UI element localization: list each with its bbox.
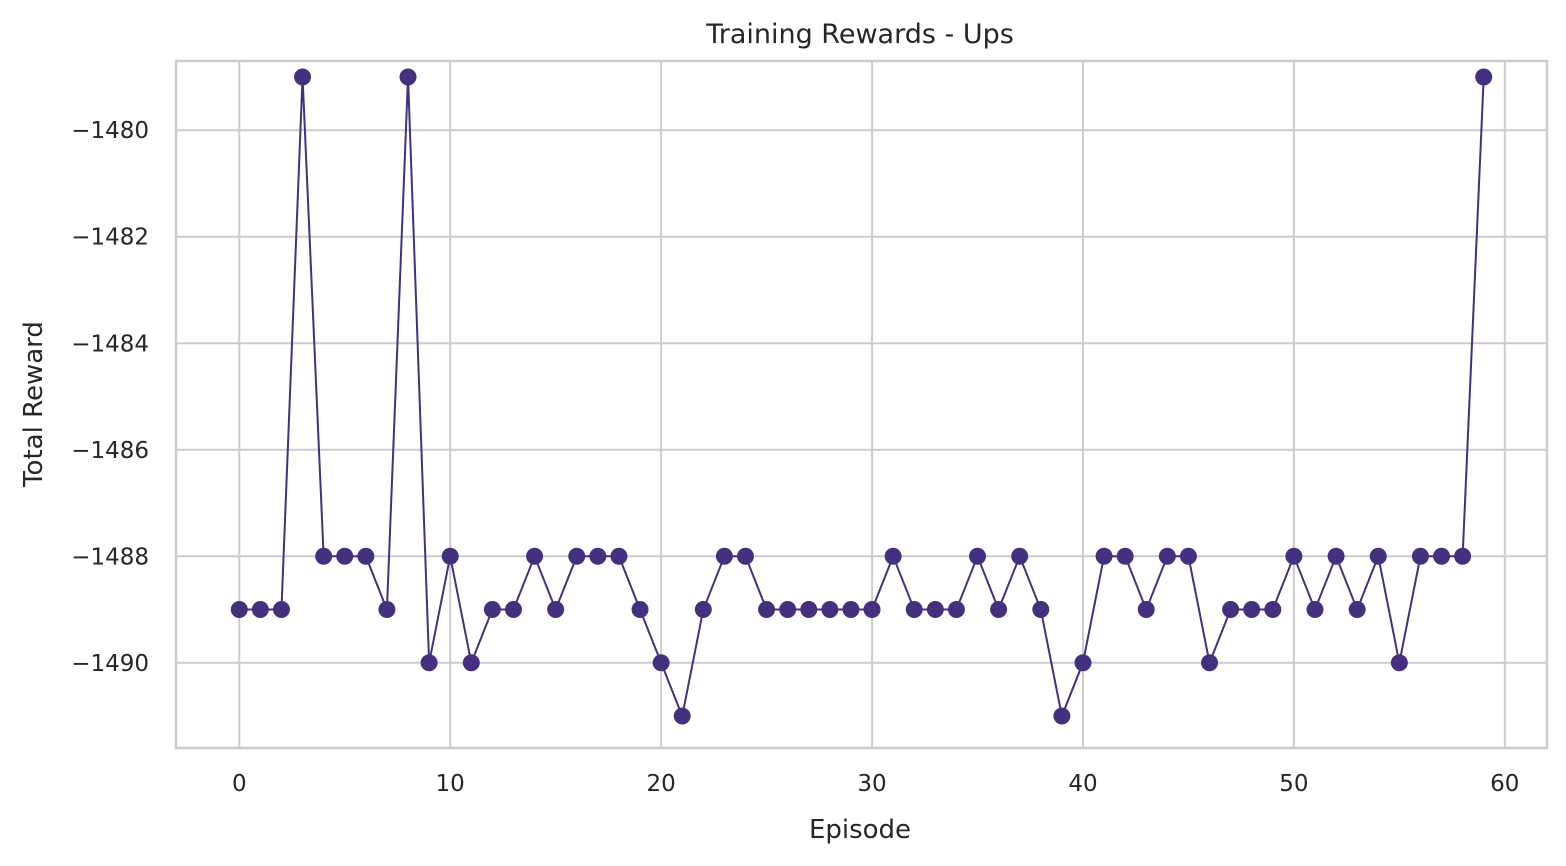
data-point (1243, 601, 1261, 619)
data-point (357, 547, 375, 565)
y-tick-label: −1484 (71, 331, 149, 357)
data-point (547, 601, 565, 619)
data-point (526, 547, 544, 565)
y-tick-label: −1490 (71, 651, 149, 677)
data-point (441, 547, 459, 565)
data-point (1179, 547, 1197, 565)
data-point (821, 601, 839, 619)
data-point (1327, 547, 1345, 565)
data-point (715, 547, 733, 565)
x-tick-label: 50 (1279, 771, 1308, 797)
x-tick-label: 20 (646, 771, 675, 797)
data-point (294, 68, 312, 86)
data-point (483, 601, 501, 619)
data-point (420, 654, 438, 672)
data-point (1053, 707, 1071, 725)
data-point (1137, 601, 1155, 619)
data-point (399, 68, 417, 86)
data-point (1390, 654, 1408, 672)
data-point (610, 547, 628, 565)
y-axis-label: Total Reward (19, 321, 49, 488)
data-point (272, 601, 290, 619)
data-point (758, 601, 776, 619)
data-point (315, 547, 333, 565)
y-tick-label: −1486 (71, 438, 149, 464)
data-point (905, 601, 923, 619)
data-point (947, 601, 965, 619)
chart-title: Training Rewards - Ups (705, 19, 1014, 50)
data-point (842, 601, 860, 619)
data-point (736, 547, 754, 565)
data-point (1264, 601, 1282, 619)
data-point (504, 601, 522, 619)
series-line (239, 76, 1485, 720)
data-point (462, 654, 480, 672)
data-point (884, 547, 902, 565)
data-point (568, 547, 586, 565)
x-tick-label: 10 (436, 771, 465, 797)
data-point (1369, 547, 1387, 565)
plot-frame (174, 59, 1549, 750)
y-tick-label: −1488 (71, 544, 149, 570)
data-point (1306, 601, 1324, 619)
y-tick-label: −1480 (71, 118, 149, 144)
data-point (673, 707, 691, 725)
data-point (926, 601, 944, 619)
data-point (336, 547, 354, 565)
x-axis-label: Episode (809, 815, 911, 845)
data-point (1095, 547, 1113, 565)
data-point (800, 601, 818, 619)
data-point (652, 654, 670, 672)
data-point (1222, 601, 1240, 619)
data-point (1411, 547, 1429, 565)
data-point (1454, 547, 1472, 565)
data-point (1074, 654, 1092, 672)
data-point (251, 601, 269, 619)
data-point (969, 547, 987, 565)
data-point (230, 601, 248, 619)
data-point (1285, 547, 1303, 565)
data-point (1032, 601, 1050, 619)
data-point (378, 601, 396, 619)
data-point (631, 601, 649, 619)
data-point (1475, 68, 1493, 86)
data-point (694, 601, 712, 619)
data-point (1433, 547, 1451, 565)
data-point (863, 601, 881, 619)
data-point (1348, 601, 1366, 619)
data-point (589, 547, 607, 565)
data-point (1201, 654, 1219, 672)
x-tick-label: 30 (857, 771, 886, 797)
y-tick-label: −1482 (71, 225, 149, 251)
x-tick-label: 0 (232, 771, 247, 797)
tick-labels: 0 10 20 30 40 50 60 −1480 −1482 −1484 −1486 −1488 −1… (71, 118, 1519, 797)
data-point (779, 601, 797, 619)
data-point (990, 601, 1008, 619)
data-point (1116, 547, 1134, 565)
grid (176, 61, 1547, 748)
data-point (1011, 547, 1029, 565)
x-tick-label: 40 (1068, 771, 1097, 797)
x-tick-label: 60 (1490, 771, 1519, 797)
data-point (1158, 547, 1176, 565)
series-layer (230, 68, 1493, 725)
